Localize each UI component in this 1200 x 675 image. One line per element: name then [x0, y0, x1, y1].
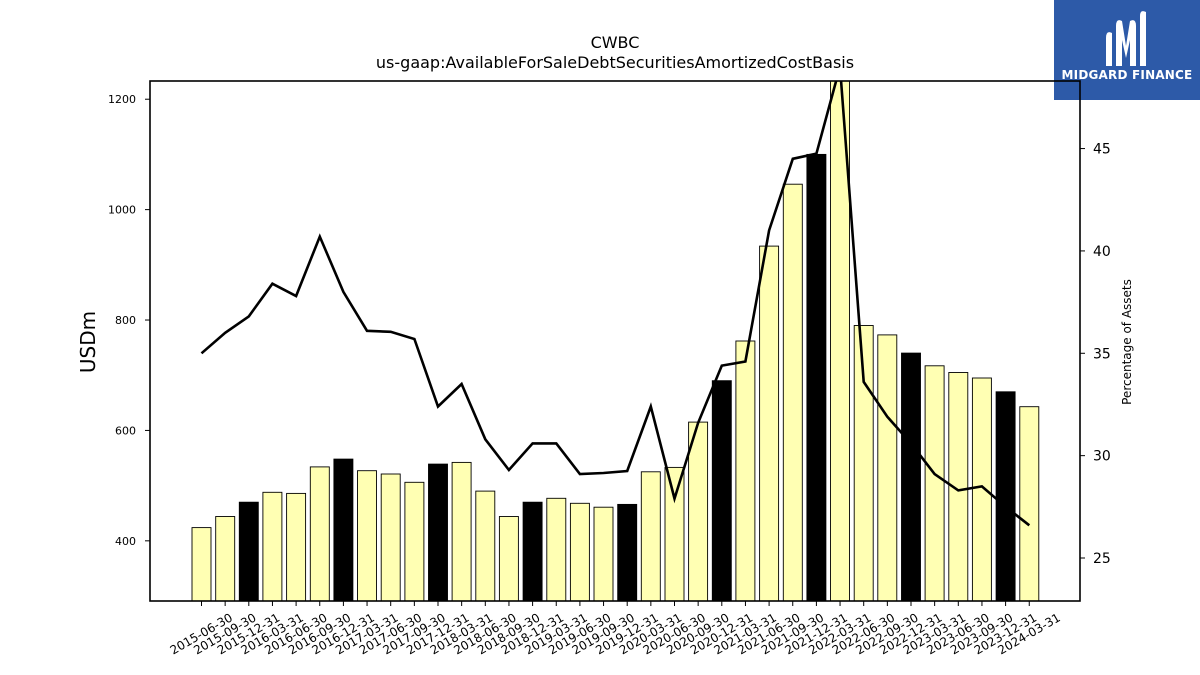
y-tick-label: 600: [115, 424, 136, 437]
bar-2022-03-31: [830, 81, 850, 601]
chart-subtitle: us-gaap:AvailableForSaleDebtSecuritiesAm…: [376, 53, 854, 72]
logo-mark-icon: [1106, 11, 1146, 67]
chart-title: CWBC: [591, 33, 640, 52]
bar-2017-12-31: [428, 463, 448, 601]
y-tick-label: 1200: [108, 93, 136, 106]
bar-2020-12-31: [711, 380, 732, 601]
bar-2017-03-31: [357, 470, 377, 601]
y2-tick-label: 35: [1093, 346, 1111, 362]
y-tick-label: 800: [115, 314, 136, 327]
y-axis-label: USDm: [76, 311, 100, 373]
bar-2015-12-31: [238, 501, 259, 601]
bar-2016-03-31: [262, 491, 283, 601]
bar-2021-12-31: [806, 153, 827, 601]
logo-brand-text: MIDGARD FINANCE: [1061, 68, 1193, 82]
bar-2024-03-31: [1019, 406, 1040, 601]
bar-2018-03-31: [451, 461, 472, 601]
plot-frame: [149, 80, 1081, 602]
y-tick-label: 1000: [108, 204, 136, 217]
right-axis-ticks: 25 30 35 40 45: [1080, 142, 1111, 567]
midgard-finance-logo: MIDGARD FINANCE: [1054, 0, 1200, 100]
x-axis-ticks: 2015-06-302015-09-302015-12-312016-03-31…: [168, 601, 1063, 657]
bar-2020-09-30: [688, 421, 709, 601]
y2-axis-label: Percentage of Assets: [1120, 279, 1134, 405]
y2-tick-label: 30: [1093, 449, 1111, 465]
bar-2022-09-30: [877, 334, 898, 601]
percentage-of-assets-line: [200, 81, 1031, 527]
bar-2016-12-31: [333, 458, 354, 601]
bar-2021-06-30: [759, 245, 780, 601]
bar-2018-09-30: [498, 516, 519, 601]
bar-2015-06-30: [191, 527, 212, 601]
bar-2017-06-30: [380, 473, 401, 601]
bar-2019-03-31: [546, 497, 567, 601]
bar-2019-12-31: [617, 503, 638, 601]
line-series: [200, 81, 1031, 527]
bar-2019-06-30: [569, 502, 590, 601]
bar-2021-09-30: [782, 183, 803, 601]
bar-2023-12-31: [995, 391, 1016, 601]
bar-2016-06-30: [286, 492, 307, 601]
left-axis-ticks: 400 600 800 1000 1200: [108, 93, 150, 548]
bar-2020-06-30: [664, 466, 685, 601]
y2-tick-label: 25: [1093, 551, 1111, 567]
y2-tick-label: 45: [1093, 142, 1111, 158]
bar-2018-12-31: [522, 501, 543, 601]
y2-tick-label: 40: [1093, 244, 1111, 260]
bar-2023-06-30: [948, 372, 969, 601]
y-tick-label: 400: [115, 535, 136, 548]
bar-2017-09-30: [404, 481, 425, 601]
bar-2023-09-30: [971, 377, 992, 601]
bar-2022-12-31: [901, 352, 921, 601]
bar-2018-06-30: [475, 490, 496, 601]
bar-series: [191, 81, 1040, 601]
bar-2015-09-30: [215, 516, 236, 601]
bar-2019-09-30: [593, 506, 614, 601]
bar-2023-03-31: [924, 365, 945, 601]
bar-2016-09-30: [309, 466, 330, 601]
bar-2021-03-31: [735, 340, 756, 601]
bar-2020-03-31: [640, 471, 661, 601]
bar-2022-06-30: [853, 325, 874, 601]
